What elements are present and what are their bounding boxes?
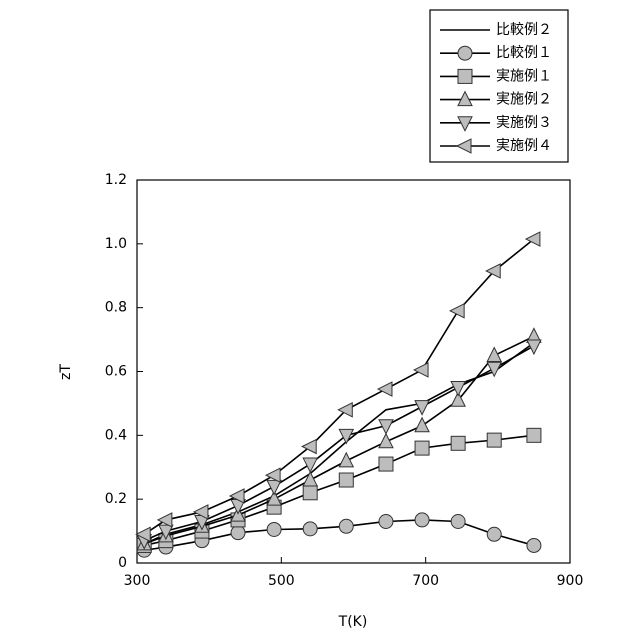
marker [415,513,429,527]
marker [487,362,501,376]
marker [487,433,501,447]
marker [527,428,541,442]
y-tick-label: 0.2 [105,491,127,507]
marker [415,441,429,455]
marker [451,515,465,529]
marker [451,436,465,450]
plot-frame [137,180,570,563]
marker [339,453,353,467]
marker [379,434,393,448]
marker [378,382,392,396]
marker [231,526,245,540]
marker [379,515,393,529]
y-tick-label: 0.4 [105,427,127,443]
legend-label: 実施例３ [496,115,552,131]
series-line [144,239,534,534]
y-tick-label: 0 [118,555,127,571]
marker [303,522,317,536]
x-tick-label: 700 [412,573,439,589]
marker [339,473,353,487]
legend-label: 実施例２ [496,92,552,108]
legend-marker [458,69,472,83]
x-tick-label: 900 [557,573,584,589]
marker [415,401,429,415]
chart: zT T(K) 0 0.2 0.4 0.6 0.8 1.0 1.2 300 500 700 900 比… [0,0,640,640]
marker [414,363,428,377]
marker [486,264,500,278]
y-axis-label: zT [58,364,74,380]
marker [487,348,501,362]
legend-marker [458,46,472,60]
y-tick-label: 0.6 [105,364,127,380]
marker [267,522,281,536]
marker [303,486,317,500]
y-tick-label: 1.0 [105,236,127,252]
marker [339,519,353,533]
y-tick-label: 0.8 [105,300,127,316]
marker [450,304,464,318]
legend-label: 実施例４ [496,138,552,154]
legend-label: 比較例２ [496,22,552,38]
x-axis-label: T(K) [338,614,368,630]
x-tick-label: 300 [124,573,151,589]
marker [339,429,353,443]
marker [415,418,429,432]
marker [527,538,541,552]
marker [379,457,393,471]
legend-label: 比較例１ [496,45,552,61]
marker [303,472,317,486]
y-tick-label: 1.2 [105,172,127,188]
marker [487,527,501,541]
legend-label: 実施例１ [496,68,552,84]
x-tick-label: 500 [268,573,295,589]
